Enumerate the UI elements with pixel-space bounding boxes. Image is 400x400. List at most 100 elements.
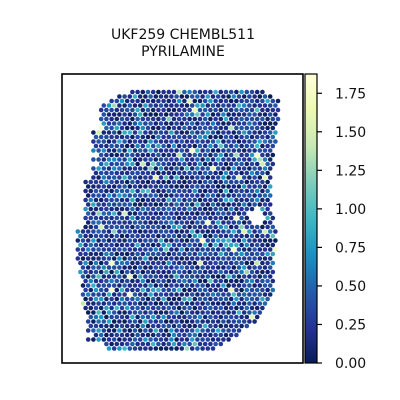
tissue-spot [189, 184, 195, 189]
tissue-spot [241, 157, 247, 162]
tissue-spot [88, 278, 94, 284]
tissue-spot [75, 256, 81, 261]
tissue-spot [117, 166, 122, 171]
tissue-spot [192, 269, 198, 275]
tissue-spot [202, 215, 208, 221]
colorbar-tick-label: 1.25 [335, 163, 366, 179]
tissue-spot [239, 305, 244, 311]
tissue-spot [234, 296, 239, 302]
tissue-spot [184, 121, 190, 126]
tissue-spot [91, 256, 96, 261]
tissue-spot [130, 206, 135, 212]
tissue-spot [117, 238, 122, 243]
tissue-spot [267, 247, 273, 252]
tissue-spot [200, 292, 205, 297]
tissue-spot [184, 184, 190, 189]
tissue-spot [111, 301, 117, 306]
tissue-spot [252, 94, 257, 99]
tissue-spot [231, 220, 237, 225]
tissue-spot [249, 179, 255, 185]
tissue-spot [197, 341, 203, 347]
tissue-spot [176, 251, 182, 257]
tissue-spot [239, 188, 244, 194]
tissue-spot [85, 229, 91, 234]
tissue-spot [143, 247, 148, 252]
tissue-spot [226, 256, 231, 261]
tissue-spot [189, 256, 195, 261]
tissue-spot [109, 188, 114, 194]
tissue-spot [111, 121, 117, 126]
tissue-spot [208, 242, 213, 248]
tissue-spot [83, 179, 88, 185]
tissue-spot [210, 346, 216, 351]
tissue-spot [215, 157, 221, 162]
tissue-spot [163, 148, 169, 153]
tissue-spot [161, 143, 166, 149]
tissue-spot [205, 175, 211, 180]
tissue-spot [205, 148, 211, 153]
tissue-spot [153, 265, 159, 270]
tissue-spot [101, 184, 107, 189]
tissue-spot [241, 94, 247, 99]
tissue-spot [208, 224, 213, 230]
tissue-spot [122, 310, 127, 315]
tissue-spot [93, 296, 99, 302]
tissue-spot [234, 269, 239, 275]
tissue-spot [184, 265, 190, 270]
tissue-spot [213, 89, 218, 95]
tissue-spot [145, 314, 151, 320]
tissue-spot [210, 247, 216, 252]
tissue-spot [98, 116, 104, 122]
tissue-spot [249, 161, 255, 167]
tissue-spot [88, 179, 94, 185]
tissue-spot [143, 94, 148, 99]
tissue-spot [231, 148, 237, 153]
tissue-spot [85, 238, 91, 243]
tissue-spot [109, 323, 114, 329]
tissue-spot [231, 157, 237, 162]
tissue-spot [166, 341, 172, 347]
tissue-spot [111, 265, 117, 270]
tissue-spot [221, 319, 226, 324]
tissue-spot [176, 89, 182, 95]
tissue-spot [93, 269, 99, 275]
tissue-spot [161, 287, 166, 293]
tissue-spot [273, 139, 278, 144]
tissue-spot [182, 134, 187, 140]
tissue-spot [189, 301, 195, 306]
tissue-spot [273, 238, 278, 243]
tissue-spot [236, 292, 242, 297]
tissue-spot [169, 175, 174, 180]
tissue-spot [156, 143, 161, 149]
tissue-spot [226, 319, 231, 324]
tissue-spot [215, 256, 221, 261]
tissue-spot [244, 323, 250, 329]
tissue-spot [210, 238, 216, 243]
tissue-spot [247, 184, 252, 189]
tissue-spot [260, 98, 265, 104]
tissue-spot [78, 260, 83, 266]
tissue-spot [254, 296, 260, 302]
tissue-spot [148, 103, 153, 108]
tissue-spot [124, 197, 130, 203]
tissue-spot [205, 211, 211, 216]
tissue-spot [205, 292, 211, 297]
tissue-spot [143, 112, 148, 117]
tissue-spot [166, 98, 172, 104]
tissue-spot [143, 193, 148, 198]
tissue-spot [192, 134, 198, 140]
tissue-spot [189, 166, 195, 171]
tissue-spot [210, 184, 216, 189]
tissue-spot [270, 125, 276, 131]
tissue-spot [234, 260, 239, 266]
colorbar-ticks: 0.000.250.500.751.001.251.501.75 [317, 86, 366, 372]
tissue-spot [228, 98, 234, 104]
tissue-spot [153, 157, 159, 162]
tissue-spot [96, 337, 101, 342]
tissue-spot [127, 184, 133, 189]
tissue-spot [101, 238, 107, 243]
tissue-spot [267, 202, 273, 207]
tissue-spot [218, 89, 224, 95]
tissue-spot [93, 170, 99, 176]
tissue-spot [117, 184, 122, 189]
